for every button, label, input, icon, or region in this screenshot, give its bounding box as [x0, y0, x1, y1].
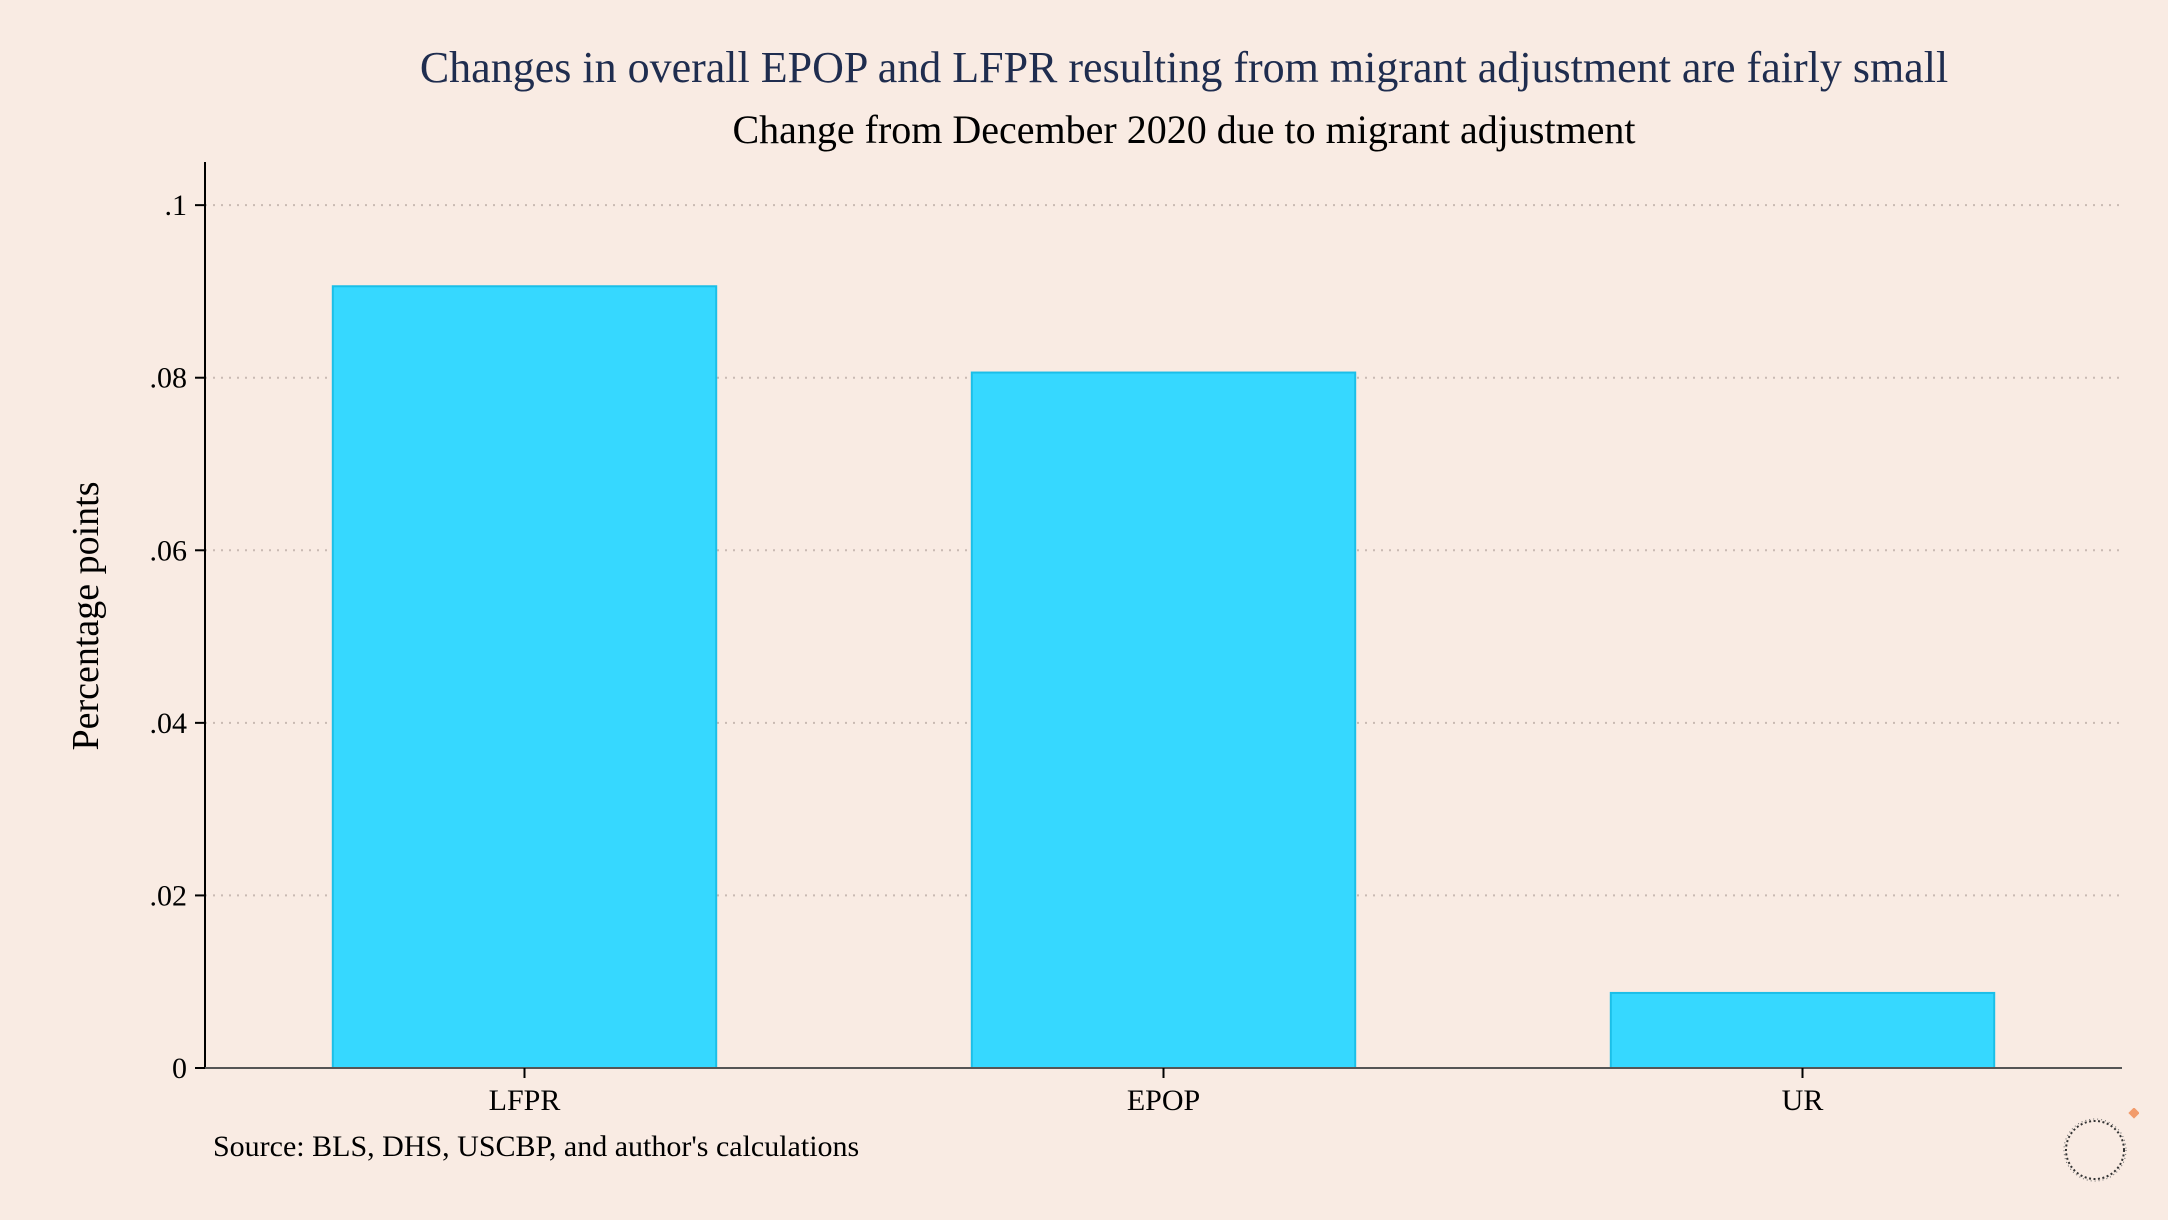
y-tick-label: .06: [150, 534, 188, 567]
y-tick-label: .02: [150, 879, 188, 912]
source-note: Source: BLS, DHS, USCBP, and author's ca…: [213, 1130, 860, 1163]
x-tick-label: LFPR: [489, 1084, 561, 1117]
bar-epop: [970, 371, 1357, 1069]
y-tick-label: .08: [150, 362, 188, 395]
x-ticks: LFPR EPOP UR: [489, 1068, 1824, 1117]
bars: [331, 285, 1996, 1070]
bar-ur: [1609, 991, 1996, 1070]
x-tick-label: EPOP: [1127, 1084, 1200, 1117]
x-tick-label: UR: [1782, 1084, 1824, 1117]
circular-logo-icon: [2063, 1108, 2139, 1182]
chart-subtitle: Change from December 2020 due to migrant…: [732, 107, 1636, 152]
y-tick-label: 0: [172, 1052, 187, 1085]
y-ticks: 0 .02 .04 .06 .08 .1: [150, 189, 205, 1085]
y-tick-label: .1: [165, 189, 188, 222]
bar-lfpr: [331, 285, 718, 1070]
y-tick-label: .04: [150, 707, 188, 740]
chart-title: Changes in overall EPOP and LFPR resulti…: [419, 43, 1949, 92]
